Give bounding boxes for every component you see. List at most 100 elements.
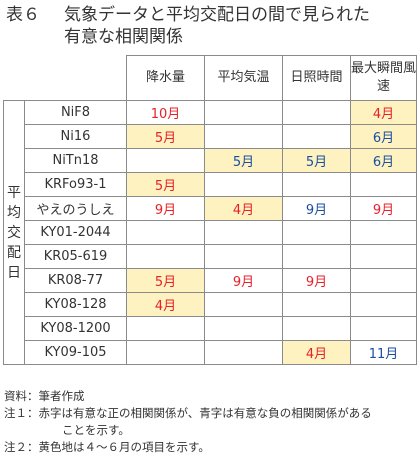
correlation-cell [350,292,417,317]
table-row: やえのうしえ 9月 4月 9月 9月 [4,196,417,221]
strain-name: KRFo93-1 [24,172,127,197]
month-value: 9月 [305,203,328,218]
correlation-cell [282,316,351,341]
correlation-cell [282,292,351,317]
correlation-cell [204,292,283,317]
month-value: 4月 [372,107,395,122]
correlation-cell: 5月 [126,172,205,197]
group-label-char: 交 [7,224,21,241]
correlation-cell [204,100,283,125]
correlation-cell: 6月 [350,124,417,149]
correlation-cell: 5月 [282,148,351,173]
group-label-char: 日 [7,264,21,281]
correlation-cell: 6月 [350,148,417,173]
month-value: 9月 [372,203,395,218]
table-row: 平均交配日 NiF8 10月 4月 [3,100,417,365]
correlation-cell [350,244,417,269]
correlation-cell [204,220,283,245]
correlation-cell [126,316,205,341]
month-value: 9月 [154,203,177,218]
correlation-cell: 9月 [282,196,351,221]
strain-name: NiTn18 [24,148,127,173]
table-row: Ni16 5月 6月 [4,124,417,149]
header-precipitation: 降水量 [126,55,205,101]
correlation-cell [350,268,417,293]
table-row: KY08-1200 [4,316,417,341]
corner-blank [24,55,127,101]
correlation-cell [282,172,351,197]
correlation-cell [204,340,283,365]
correlation-cell: 4月 [126,292,205,317]
month-value: 6月 [372,131,395,146]
notes: 資料：筆者作成 注１：赤字は有意な正の相関関係が、青字は有意な負の相関関係がある… [4,388,372,456]
strain-name: Ni16 [24,124,127,149]
correlation-cell [204,244,283,269]
strain-name: KR05-619 [24,244,127,269]
group-label-char: 配 [7,244,21,261]
table-row: KY09-105 4月 11月 [4,340,417,365]
correlation-cell: 11月 [350,340,417,365]
header-sunshine: 日照時間 [282,55,351,101]
header-avg-temp: 平均気温 [204,55,283,101]
correlation-cell [126,220,205,245]
correlation-cell: 5月 [126,124,205,149]
correlation-cell [204,316,283,341]
correlation-cell: 4月 [282,340,351,365]
group-label: 平均交配日 [3,100,25,365]
correlation-cell [204,124,283,149]
header-max-gust: 最大瞬間風速 [350,55,417,101]
month-value: 9月 [305,275,328,290]
correlation-cell: 9月 [282,268,351,293]
title-line-2: 有意な相関関係 [64,27,183,47]
table-row: KRFo93-1 5月 [4,172,417,197]
strain-name: KY09-105 [24,340,127,365]
correlation-cell: 5月 [126,268,205,293]
correlation-cell [282,124,351,149]
table-row: KR08-77 5月 9月 9月 [4,268,417,293]
note-1: 注１：赤字は有意な正の相関関係が、青字は有意な負の相関関係がある [4,406,372,420]
table-number: 表６ [6,5,40,25]
correlation-cell: 10月 [126,100,205,125]
correlation-cell: 9月 [350,196,417,221]
strain-name: やえのうしえ [24,196,127,221]
correlation-cell [126,148,205,173]
correlation-cell [282,220,351,245]
month-value: 5月 [232,155,255,170]
month-value: 4月 [232,203,255,218]
month-value: 10月 [150,107,181,122]
month-value: 4月 [154,299,177,314]
month-value: 5月 [154,179,177,194]
correlation-cell: 5月 [204,148,283,173]
correlation-cell [204,172,283,197]
title-line-1: 気象データと平均交配日の間で見られた [64,5,370,25]
strain-name: KR08-77 [24,268,127,293]
corner-blank [3,55,25,101]
correlation-cell [126,244,205,269]
source-note: 資料：筆者作成 [4,389,85,403]
table-row: NiTn18 5月 5月 6月 [4,148,417,173]
correlation-cell [350,316,417,341]
table-row: KR05-619 [4,244,417,269]
correlation-cell [282,100,351,125]
strain-name: NiF8 [24,100,127,125]
strain-name: KY08-1200 [24,316,127,341]
group-label-char: 平 [7,184,21,201]
correlation-cell: 9月 [126,196,205,221]
correlation-cell [282,244,351,269]
month-value: 9月 [232,275,255,290]
correlation-table: 降水量 平均気温 日照時間 最大瞬間風速 平均交配日 NiF8 10月 4月 Ni16 5… [3,55,417,365]
correlation-cell: 9月 [204,268,283,293]
correlation-cell: 4月 [350,100,417,125]
group-label-char: 均 [7,204,21,221]
header-row: 降水量 平均気温 日照時間 最大瞬間風速 [3,55,417,101]
strain-name: KY08-128 [24,292,127,317]
month-value: 5月 [154,275,177,290]
table-row: KY08-128 4月 [4,292,417,317]
month-value: 4月 [305,347,328,362]
correlation-cell [350,172,417,197]
month-value: 11月 [368,347,399,362]
month-value: 5月 [305,155,328,170]
month-value: 5月 [154,131,177,146]
note-2: 注２：黄色地は４～６月の項目を示す。 [4,440,210,454]
table-row: KY01-2044 [4,220,417,245]
